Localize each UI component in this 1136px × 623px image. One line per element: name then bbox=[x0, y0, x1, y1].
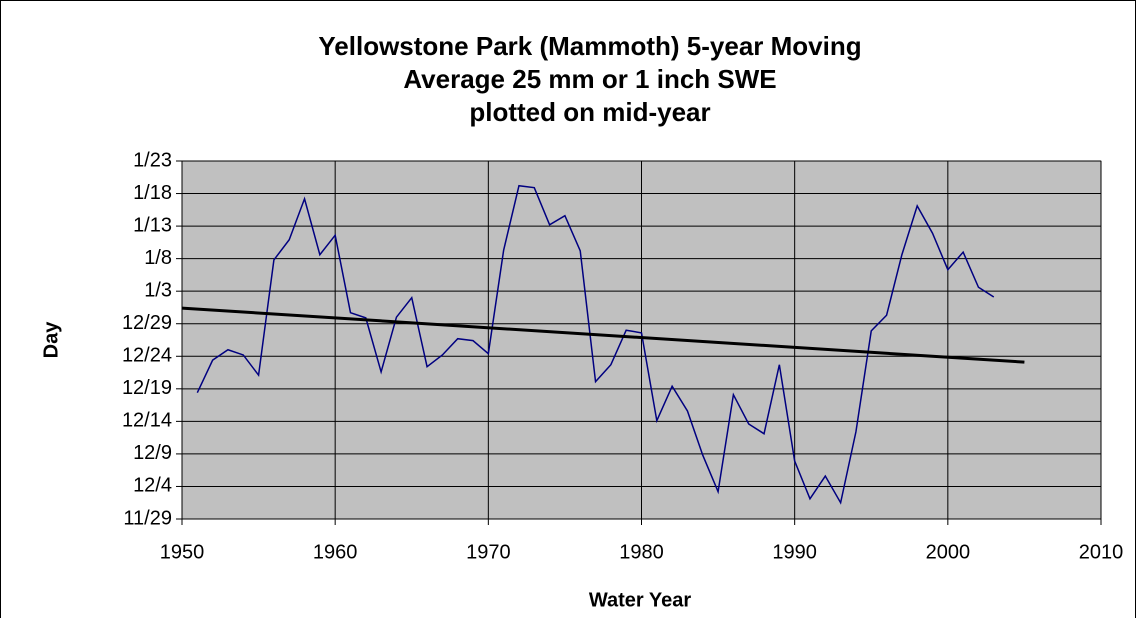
x-tick-label: 1960 bbox=[313, 541, 358, 563]
y-axis-title: Day bbox=[40, 321, 62, 359]
x-tick-label: 1990 bbox=[772, 541, 817, 563]
y-tick-label: 12/14 bbox=[122, 410, 172, 432]
y-tick-label: 1/3 bbox=[144, 279, 172, 301]
y-tick-label: 12/4 bbox=[133, 475, 172, 497]
y-tick-label: 12/9 bbox=[133, 442, 172, 464]
y-tick-label: 12/24 bbox=[122, 345, 172, 367]
y-tick-label: 12/29 bbox=[122, 312, 172, 334]
chart-title: Average 25 mm or 1 inch SWE bbox=[403, 64, 776, 94]
x-tick-label: 2000 bbox=[926, 541, 971, 563]
x-tick-label: 1980 bbox=[619, 541, 664, 563]
y-tick-label: 12/19 bbox=[122, 377, 172, 399]
y-tick-label: 1/13 bbox=[133, 214, 172, 236]
x-tick-label: 1950 bbox=[160, 541, 205, 563]
data-line bbox=[196, 184, 995, 505]
x-tick-label: 2010 bbox=[1079, 541, 1124, 563]
y-tick-label: 1/8 bbox=[144, 247, 172, 269]
y-tick-label: 11/29 bbox=[123, 507, 172, 529]
y-tick-label: 1/18 bbox=[133, 182, 172, 204]
x-tick-label: 1970 bbox=[466, 541, 511, 563]
chart-title: plotted on mid-year bbox=[469, 97, 710, 127]
trend-line bbox=[181, 306, 1025, 364]
x-axis-title: Water Year bbox=[589, 589, 692, 611]
y-tick-label: 1/23 bbox=[133, 149, 172, 171]
chart-title: Yellowstone Park (Mammoth) 5-year Moving bbox=[318, 31, 861, 61]
